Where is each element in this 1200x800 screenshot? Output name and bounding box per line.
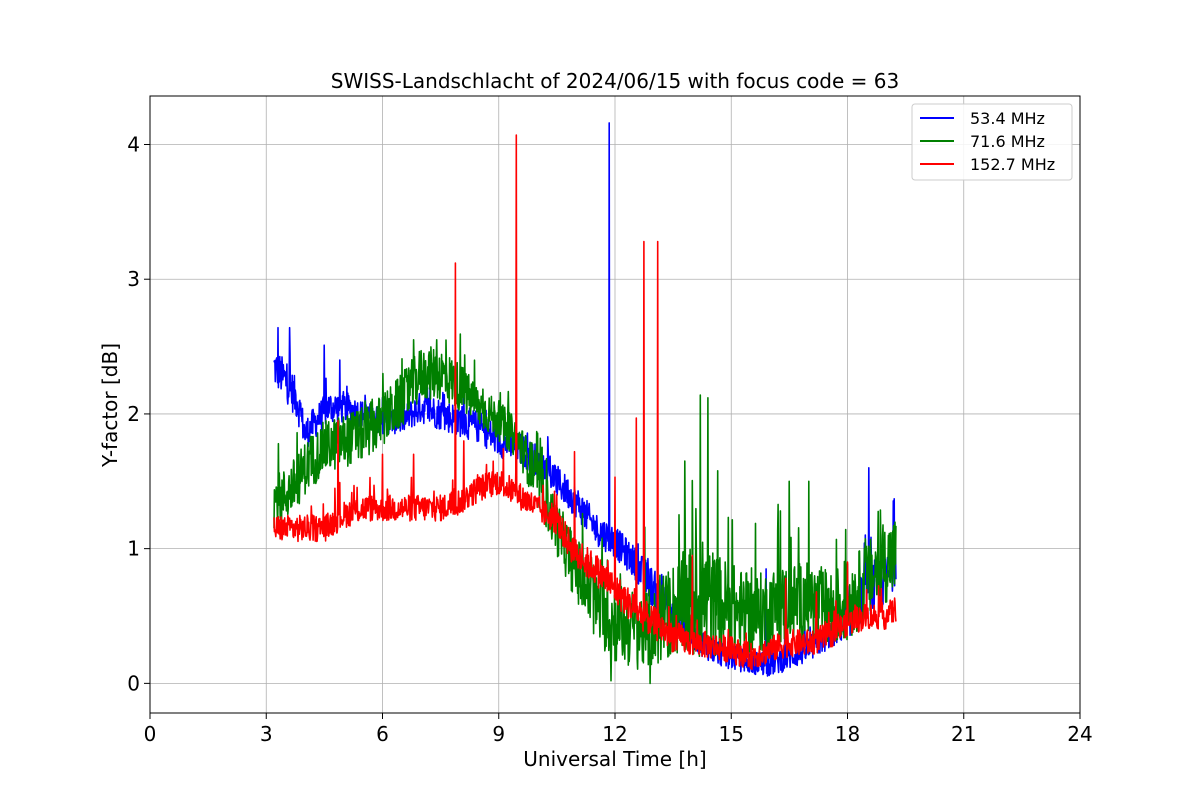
y-tick-label: 0 [127, 671, 140, 695]
y-axis: 0 1 2 3 4 [127, 132, 150, 695]
y-tick-label: 2 [127, 402, 140, 426]
y-tick-label: 3 [127, 267, 140, 291]
legend-label-0: 53.4 MHz [970, 109, 1045, 128]
x-tick-label: 18 [835, 722, 860, 746]
x-tick-label: 9 [492, 722, 505, 746]
y-axis-title: Y-factor [dB] [98, 343, 122, 468]
chart-title: SWISS-Landschlacht of 2024/06/15 with fo… [331, 69, 899, 93]
legend: 53.4 MHz 71.6 MHz 152.7 MHz [911, 103, 1073, 181]
x-tick-label: 0 [144, 722, 157, 746]
legend-box [911, 103, 1073, 181]
x-tick-label: 24 [1067, 722, 1092, 746]
x-tick-label: 3 [260, 722, 273, 746]
x-tick-label: 6 [376, 722, 389, 746]
plot-area [273, 122, 897, 685]
x-tick-label: 15 [719, 722, 744, 746]
legend-label-1: 71.6 MHz [970, 132, 1045, 151]
legend-label-2: 152.7 MHz [970, 155, 1055, 174]
x-axis: 0 3 6 9 12 15 18 21 24 [144, 713, 1093, 746]
x-tick-label: 12 [602, 722, 627, 746]
series-line-1 [273, 333, 897, 685]
x-tick-label: 21 [951, 722, 976, 746]
y-tick-label: 4 [127, 132, 140, 156]
x-axis-title: Universal Time [h] [523, 747, 706, 771]
series-line-2 [273, 134, 897, 671]
y-tick-label: 1 [127, 537, 140, 561]
